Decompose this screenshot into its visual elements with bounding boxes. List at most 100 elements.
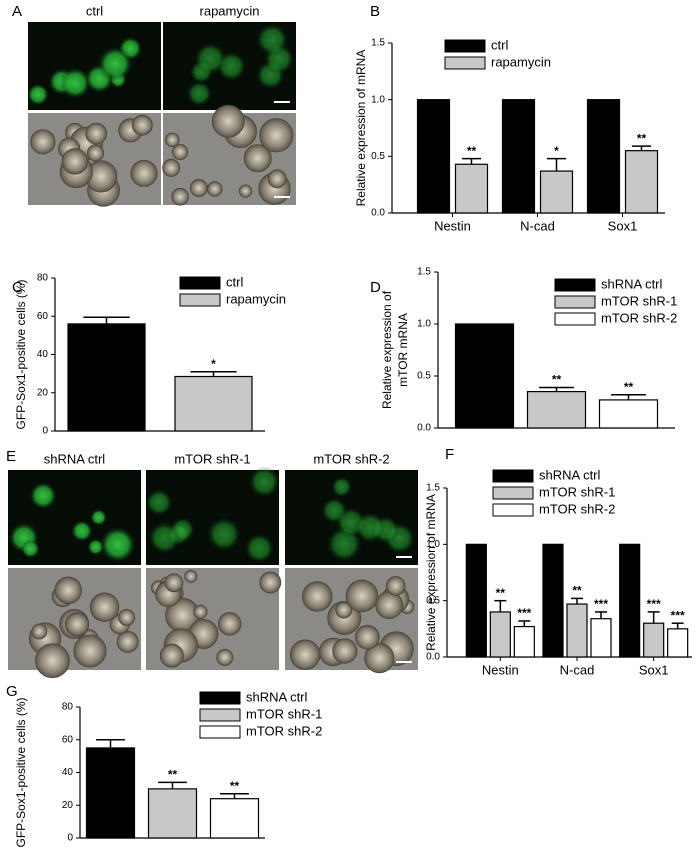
y-axis-label: Relative expression of mRNA bbox=[354, 50, 368, 207]
y-tick-label: 1.5 bbox=[417, 267, 431, 278]
green-cell bbox=[59, 67, 91, 99]
sphere bbox=[159, 643, 184, 668]
green-cell bbox=[248, 466, 280, 498]
y-tick-label: 1.0 bbox=[371, 94, 385, 105]
green-cell bbox=[21, 539, 40, 559]
green-cell bbox=[194, 42, 227, 75]
bar bbox=[667, 628, 689, 658]
legend-label: shRNA ctrl bbox=[539, 467, 601, 482]
bar bbox=[174, 375, 253, 432]
legend-label: shRNA ctrl bbox=[601, 276, 663, 291]
sphere bbox=[31, 623, 48, 640]
column-label: mTOR shR-1 bbox=[174, 451, 250, 466]
legend-swatch bbox=[444, 39, 486, 53]
sphere bbox=[243, 144, 272, 173]
y-axis-label: GFP-Sox1-positive cells (%) bbox=[14, 279, 28, 429]
y-tick-label: 40 bbox=[37, 349, 49, 360]
legend-swatch bbox=[492, 469, 534, 483]
green-cell bbox=[99, 526, 136, 563]
sphere bbox=[355, 624, 380, 650]
sphere bbox=[118, 608, 136, 626]
green-cell bbox=[90, 509, 108, 526]
green-cell bbox=[331, 476, 353, 498]
sphere bbox=[211, 104, 245, 138]
bar bbox=[67, 323, 146, 432]
legend-swatch bbox=[179, 293, 221, 307]
sphere bbox=[116, 630, 139, 653]
sphere bbox=[131, 114, 153, 136]
panel-label: B bbox=[370, 3, 380, 20]
significance: *** bbox=[647, 597, 661, 611]
y-tick-label: 80 bbox=[37, 273, 49, 284]
sphere bbox=[164, 132, 180, 148]
sphere bbox=[73, 634, 107, 668]
green-cell bbox=[354, 512, 386, 543]
legend-label: mTOR shR-1 bbox=[246, 706, 322, 721]
y-tick-label: 0.5 bbox=[426, 595, 440, 606]
significance: ** bbox=[624, 380, 634, 394]
bar bbox=[454, 163, 489, 214]
bar bbox=[643, 622, 665, 658]
sphere bbox=[217, 612, 242, 636]
green-cell bbox=[244, 533, 275, 564]
significance: *** bbox=[594, 597, 608, 611]
legend-swatch bbox=[199, 691, 241, 705]
sphere bbox=[189, 179, 208, 198]
panel-label: F bbox=[445, 446, 454, 463]
bar bbox=[619, 543, 641, 658]
y-tick-label: 0.0 bbox=[417, 423, 431, 434]
sphere bbox=[184, 569, 198, 583]
bar bbox=[566, 603, 588, 658]
bar bbox=[513, 625, 535, 658]
column-label: shRNA ctrl bbox=[44, 451, 106, 466]
y-tick-label: 1.0 bbox=[426, 539, 440, 550]
y-axis-label: mTOR mRNA bbox=[396, 313, 410, 387]
sphere bbox=[207, 181, 223, 197]
y-axis-label: Relative expression of bbox=[380, 290, 394, 409]
bar bbox=[526, 391, 587, 429]
sphere bbox=[171, 187, 189, 206]
green-cell bbox=[255, 23, 289, 56]
legend-swatch bbox=[554, 278, 596, 292]
sphere bbox=[302, 581, 333, 612]
bar bbox=[465, 543, 487, 658]
green-cell bbox=[186, 81, 212, 107]
sphere bbox=[61, 148, 89, 175]
column-label: ctrl bbox=[86, 3, 103, 18]
sphere bbox=[30, 129, 56, 155]
y-tick-label: 1.5 bbox=[426, 483, 440, 494]
bar bbox=[598, 399, 659, 429]
legend-swatch bbox=[199, 708, 241, 722]
y-tick-label: 0.0 bbox=[371, 208, 385, 219]
legend-swatch bbox=[492, 486, 534, 500]
bar bbox=[454, 323, 515, 429]
legend-swatch bbox=[444, 56, 486, 70]
legend-label: ctrl bbox=[491, 37, 508, 52]
sphere bbox=[238, 184, 253, 198]
sphere bbox=[259, 571, 282, 594]
panel-label: G bbox=[6, 683, 18, 700]
y-tick-label: 0.5 bbox=[371, 151, 385, 162]
y-tick-label: 0.0 bbox=[426, 652, 440, 663]
legend-swatch bbox=[199, 725, 241, 739]
sphere bbox=[216, 648, 234, 666]
column-label: mTOR shR-2 bbox=[313, 451, 389, 466]
sphere bbox=[335, 601, 353, 619]
bar bbox=[416, 99, 451, 214]
significance: *** bbox=[671, 608, 685, 622]
green-cell bbox=[27, 83, 49, 106]
y-tick-label: 40 bbox=[62, 767, 74, 778]
y-tick-label: 80 bbox=[62, 702, 74, 713]
green-cell bbox=[145, 488, 173, 516]
panel-label: D bbox=[370, 279, 381, 296]
sphere bbox=[85, 122, 108, 145]
legend-label: rapamycin bbox=[491, 54, 551, 69]
panel-label: C bbox=[12, 279, 23, 296]
significance: ** bbox=[230, 779, 240, 793]
sphere bbox=[54, 576, 82, 604]
green-cell bbox=[98, 46, 133, 82]
green-cell bbox=[148, 521, 181, 555]
sphere bbox=[193, 604, 208, 619]
y-tick-label: 1.5 bbox=[371, 38, 385, 49]
